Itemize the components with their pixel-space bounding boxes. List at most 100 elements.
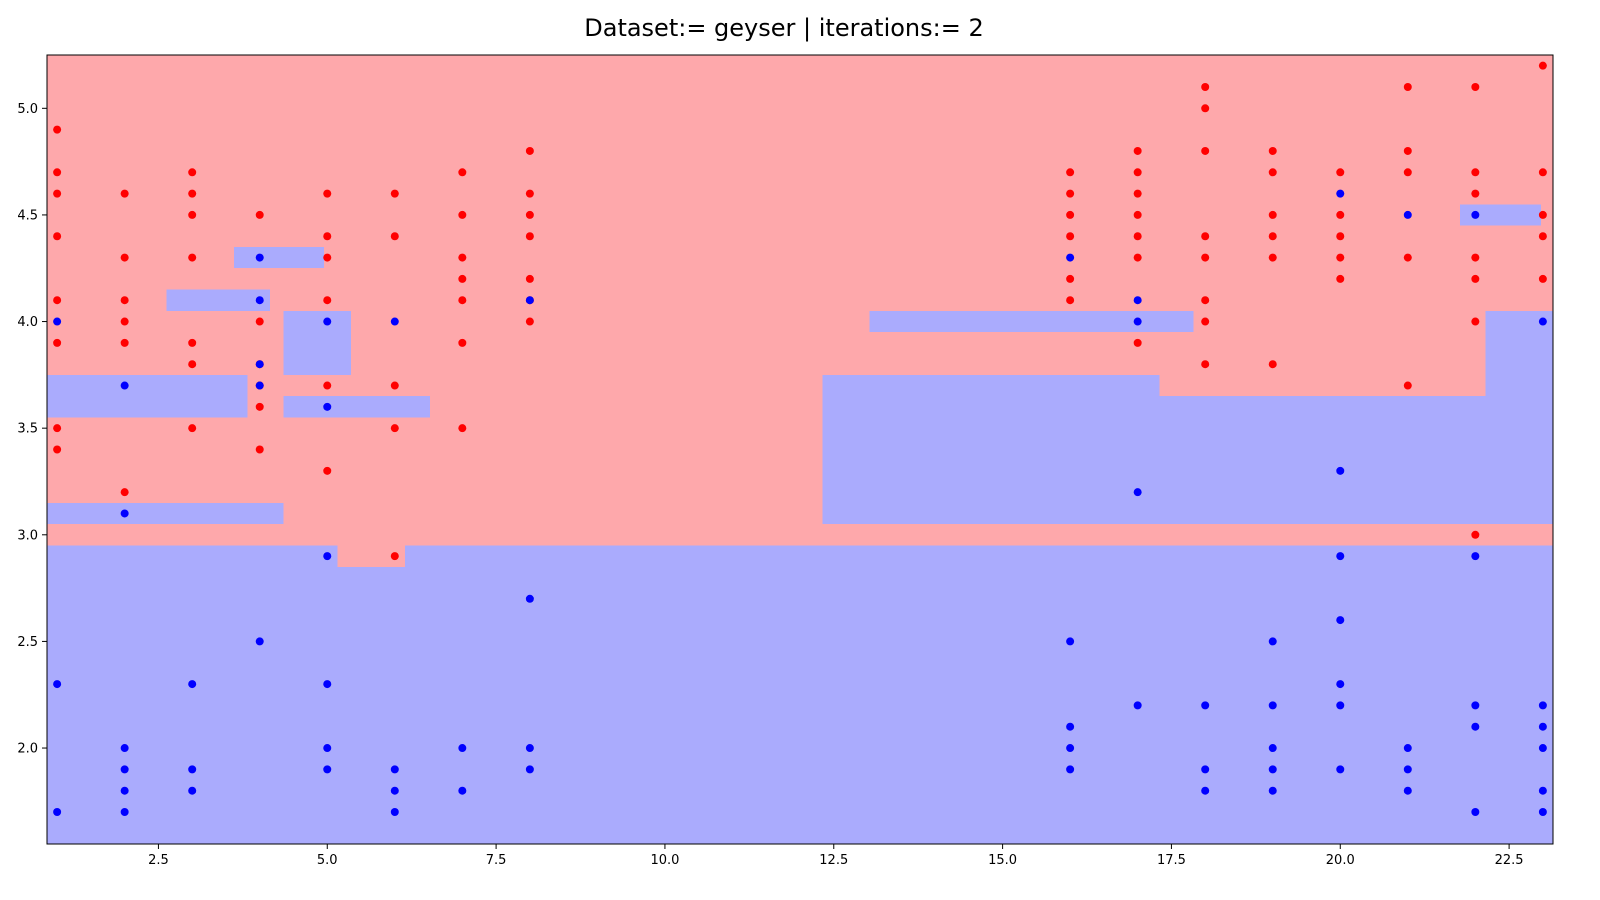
x-tick-label: 20.0 bbox=[1326, 853, 1355, 868]
data-point-blue bbox=[1133, 701, 1142, 710]
data-point-blue bbox=[1066, 253, 1075, 262]
data-point-red bbox=[188, 338, 197, 347]
data-point-red bbox=[255, 317, 264, 326]
decision-region-blue bbox=[283, 396, 430, 418]
data-point-blue bbox=[120, 808, 129, 817]
data-point-red bbox=[458, 274, 467, 283]
data-point-blue bbox=[1403, 210, 1412, 219]
x-tick-label: 22.5 bbox=[1495, 853, 1524, 868]
data-point-red bbox=[1268, 146, 1277, 155]
data-point-blue bbox=[323, 402, 332, 411]
data-point-red bbox=[1403, 253, 1412, 262]
data-point-red bbox=[525, 210, 534, 219]
data-point-blue bbox=[1403, 786, 1412, 795]
decision-region-blue bbox=[1459, 204, 1541, 226]
data-point-red bbox=[1133, 253, 1142, 262]
data-point-blue bbox=[458, 744, 467, 753]
data-point-red bbox=[1066, 296, 1075, 305]
decision-region-blue bbox=[234, 246, 324, 269]
data-point-blue bbox=[1268, 744, 1277, 753]
data-point-red bbox=[323, 189, 332, 198]
data-point-red bbox=[1066, 189, 1075, 198]
data-point-red bbox=[255, 445, 264, 454]
data-point-blue bbox=[525, 296, 534, 305]
data-point-blue bbox=[53, 680, 62, 689]
data-point-red bbox=[1268, 168, 1277, 177]
x-axis: 2.5 5.0 7.5 10.0 12.5 15.0 17.5 20.0 22.5 bbox=[148, 844, 1524, 868]
data-point-red bbox=[390, 189, 399, 198]
data-point-blue bbox=[1471, 701, 1480, 710]
data-point-blue bbox=[525, 594, 534, 603]
data-point-red bbox=[458, 253, 467, 262]
data-point-blue bbox=[1471, 552, 1480, 561]
data-point-red bbox=[53, 168, 62, 177]
data-point-red bbox=[1133, 210, 1142, 219]
data-point-blue bbox=[1538, 722, 1547, 731]
data-point-red bbox=[53, 296, 62, 305]
data-point-red bbox=[390, 381, 399, 390]
data-point-red bbox=[525, 317, 534, 326]
data-point-red bbox=[1403, 381, 1412, 390]
data-point-red bbox=[323, 466, 332, 475]
data-point-red bbox=[188, 189, 197, 198]
y-tick-label: 4.5 bbox=[17, 208, 38, 223]
data-point-red bbox=[1471, 317, 1480, 326]
data-point-red bbox=[120, 253, 129, 262]
data-point-red bbox=[53, 189, 62, 198]
data-point-red bbox=[525, 189, 534, 198]
x-tick-label: 12.5 bbox=[819, 853, 848, 868]
y-tick-label: 2.0 bbox=[17, 742, 38, 757]
decision-regions bbox=[47, 55, 1553, 844]
data-point-red bbox=[1133, 338, 1142, 347]
data-point-red bbox=[1538, 274, 1547, 283]
data-point-blue bbox=[1268, 765, 1277, 774]
data-point-red bbox=[1133, 189, 1142, 198]
data-point-red bbox=[1268, 253, 1277, 262]
data-point-red bbox=[1268, 360, 1277, 369]
data-point-blue bbox=[1336, 680, 1345, 689]
data-point-red bbox=[390, 424, 399, 433]
data-point-red bbox=[1471, 82, 1480, 91]
data-point-blue bbox=[120, 786, 129, 795]
data-point-blue bbox=[1471, 210, 1480, 219]
data-point-red bbox=[188, 253, 197, 262]
data-point-red bbox=[1538, 61, 1547, 70]
data-point-red bbox=[390, 232, 399, 241]
data-point-red bbox=[458, 210, 467, 219]
data-point-blue bbox=[1538, 808, 1547, 817]
data-point-red bbox=[53, 445, 62, 454]
data-point-blue bbox=[53, 317, 62, 326]
data-point-blue bbox=[1066, 637, 1075, 646]
data-point-blue bbox=[1066, 744, 1075, 753]
data-point-blue bbox=[188, 765, 197, 774]
series-blue bbox=[53, 189, 1547, 817]
data-point-red bbox=[120, 317, 129, 326]
data-point-red bbox=[1336, 168, 1345, 177]
data-point-red bbox=[323, 381, 332, 390]
data-point-red bbox=[120, 488, 129, 497]
data-point-blue bbox=[1538, 317, 1547, 326]
decision-region-blue bbox=[166, 289, 270, 311]
data-point-blue bbox=[188, 680, 197, 689]
y-tick-label: 2.5 bbox=[17, 635, 38, 650]
x-tick-label: 7.5 bbox=[486, 853, 507, 868]
data-point-blue bbox=[255, 253, 264, 262]
decision-region-blue bbox=[283, 310, 351, 375]
y-tick-label: 4.0 bbox=[17, 315, 38, 330]
data-point-red bbox=[458, 296, 467, 305]
data-point-blue bbox=[1403, 765, 1412, 774]
data-point-red bbox=[1403, 146, 1412, 155]
data-point-blue bbox=[1471, 722, 1480, 731]
x-tick-label: 2.5 bbox=[148, 853, 169, 868]
data-point-red bbox=[1066, 168, 1075, 177]
data-point-blue bbox=[1538, 786, 1547, 795]
data-point-red bbox=[1471, 168, 1480, 177]
data-point-red bbox=[188, 168, 197, 177]
data-point-blue bbox=[1336, 189, 1345, 198]
data-point-red bbox=[1403, 82, 1412, 91]
data-point-blue bbox=[1066, 722, 1075, 731]
data-point-red bbox=[255, 210, 264, 219]
data-point-red bbox=[1066, 274, 1075, 283]
data-point-blue bbox=[1336, 466, 1345, 475]
